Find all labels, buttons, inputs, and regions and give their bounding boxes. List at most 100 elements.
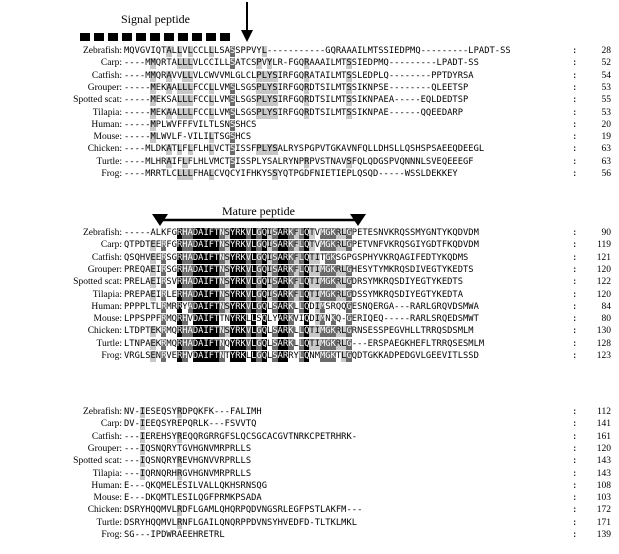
species-label: Frog: xyxy=(101,351,122,361)
residue-count: 120 xyxy=(596,443,611,454)
residue-count: 128 xyxy=(596,338,611,349)
residue-count: 120 xyxy=(596,264,611,275)
separator: : xyxy=(572,493,578,504)
species-label: Mouse: xyxy=(93,132,123,143)
species-label: Grouper: xyxy=(87,82,122,93)
residue-count: 63 xyxy=(601,144,612,155)
species-label: Human: xyxy=(91,119,122,130)
residue-count: 161 xyxy=(596,431,611,442)
residue-count: 56 xyxy=(601,169,612,179)
sequence-row: QSQHVEERSGRHADAIFTNSYRKVLGQISARKFLQTITGK… xyxy=(124,252,469,264)
residue-count: 143 xyxy=(596,456,611,467)
separator: : xyxy=(572,419,578,430)
sequence-row: ---IQRNQRHRGVHGNVMRPRLLS xyxy=(124,468,252,480)
separator: : xyxy=(572,530,578,540)
separator: : xyxy=(572,264,578,275)
residue-count: 54 xyxy=(601,70,612,81)
sequence-row: SG---IPDWRAEEHRETRL xyxy=(124,530,225,540)
separator: : xyxy=(572,144,578,155)
separator: : xyxy=(572,407,578,417)
separator: : xyxy=(572,517,578,528)
separator: : xyxy=(572,301,578,312)
species-label: Turtle: xyxy=(96,156,122,167)
sequence-row: -----MEKAALLLFCCLLVMSLSGSPLYSIRFGQRDTSIL… xyxy=(124,107,463,119)
species-label: Human: xyxy=(91,301,122,312)
separator: : xyxy=(572,351,578,361)
separator: : xyxy=(572,277,578,288)
sequence-row: LPPSPPFRMQRHVDAIFTTNYRKLLSQLYARKVIQDIMNK… xyxy=(124,314,479,326)
separator: : xyxy=(572,107,578,118)
residue-count: 139 xyxy=(596,530,611,540)
cleavage-site-arrow xyxy=(241,2,253,42)
species-label: Catfish: xyxy=(91,431,122,442)
sequence-row: QTPDTEERFGRHADAIFTNSYRKVLGQISARKFLQTVMGK… xyxy=(124,240,479,252)
sequence-row: E---DKQMTLESILQGFPRMKPSADA xyxy=(124,493,262,504)
residue-count: 53 xyxy=(601,82,612,93)
species-label: Mouse: xyxy=(93,314,123,325)
sequence-row: VRGLSENRVERHVDAIFTNTYRKLLGQLSARRYLQNMMGK… xyxy=(124,351,479,362)
residue-count: 28 xyxy=(601,46,612,56)
residue-count: 52 xyxy=(601,58,612,69)
residue-count: 19 xyxy=(601,132,612,143)
species-label: Zebrafish: xyxy=(82,407,122,417)
residue-count: 130 xyxy=(596,326,611,337)
separator: : xyxy=(572,326,578,337)
sequence-row: DSRYHQQMVLRDFLGAMLQHQRPQDVNGSRLEGFPSTLAK… xyxy=(124,505,363,517)
residue-count: 119 xyxy=(597,240,611,251)
residue-count: 120 xyxy=(596,289,611,300)
species-label: Catfish: xyxy=(91,252,122,263)
species-label: Carp: xyxy=(100,419,122,430)
residue-count: 141 xyxy=(596,419,611,430)
separator: : xyxy=(572,70,578,81)
sequence-row: E---QKQMELESILVALLQKHSRNSQG xyxy=(124,480,267,491)
sequence-row: -----MEKSALLLFCCLLVMSLSGSPLYSIRFGQRDTSIL… xyxy=(124,95,469,107)
separator: : xyxy=(572,505,578,516)
residue-count: 103 xyxy=(596,493,611,504)
signal-peptide-label: Signal peptide xyxy=(121,12,190,26)
separator: : xyxy=(572,82,578,93)
sequence-row: ---IQSNQRYREVHGNVVRPRLLS xyxy=(124,456,252,468)
residue-count: 172 xyxy=(596,505,611,516)
separator: : xyxy=(572,443,578,454)
sequence-row: PREQAEIRSGRHADAIFTNSYRKVLGQISARKFLQTIMGK… xyxy=(124,264,474,276)
sequence-row: LTDPTEKRMQRHADAIFTNSYRKVLGQLSARKLLQTIMGK… xyxy=(124,326,474,338)
separator: : xyxy=(572,289,578,300)
mature-peptide-label: Mature peptide xyxy=(222,204,295,218)
sequence-row: ----MMQRTALLLVLCCILLSATCSPVYLR-FGQRAAAIL… xyxy=(124,58,479,70)
species-label: Catfish: xyxy=(91,70,122,81)
separator: : xyxy=(572,58,578,69)
mature-peptide-bracket xyxy=(152,214,366,226)
residue-count: 108 xyxy=(596,480,611,491)
sequence-row: MQVGVIQTALLVLCCLLLSASSPPVYL-----------GQ… xyxy=(124,46,511,57)
separator: : xyxy=(572,456,578,467)
species-label: Chicken: xyxy=(87,144,122,155)
residue-count: 55 xyxy=(601,95,612,106)
species-label: Turtle: xyxy=(96,517,122,528)
separator: : xyxy=(572,46,578,56)
species-label: Chicken: xyxy=(87,326,122,337)
separator: : xyxy=(572,228,578,238)
sequence-row: PPPPLTLRMRRYADAIFTNSYRKVLGQLSARKLLQDIMSR… xyxy=(124,301,479,313)
separator: : xyxy=(572,480,578,491)
sequence-row: NV-IESEQSYRDPQKFK---FALIMH xyxy=(124,407,262,418)
separator: : xyxy=(572,95,578,106)
sequence-row: ----MLDKATLFLFLHLVCTSISSFPLYSALRYSPGPVTG… xyxy=(124,144,485,156)
sequence-row: DV-IEEQSYREPQRLK---FSVVTQ xyxy=(124,419,257,431)
species-label: Grouper: xyxy=(87,443,122,454)
sequence-row: -----ALKFGRHADAIFTNSYRKVLGQISARKFLQTVMGK… xyxy=(124,228,479,239)
residue-count: 143 xyxy=(596,468,611,479)
sequence-row: -----MLWVLF-VILILTSGSHCS xyxy=(124,132,252,144)
sequence-row: ----MLHRAIFLFLHLVMCTSISSPLYSALRYNPRPVSTN… xyxy=(124,156,474,168)
sequence-row: PREPAEIRLERHADAIFTNSYRKVLGQISARKFLQTIMGK… xyxy=(124,289,463,301)
sequence-row: ---IQSNQRYTGVHGNVMRPRLLS xyxy=(124,443,252,455)
residue-count: 53 xyxy=(601,107,612,118)
species-label: Grouper: xyxy=(87,264,122,275)
species-label: Tilapia: xyxy=(92,107,122,118)
residue-count: 112 xyxy=(597,407,611,417)
separator: : xyxy=(572,314,578,325)
separator: : xyxy=(572,240,578,251)
residue-count: 123 xyxy=(596,351,611,361)
separator: : xyxy=(572,468,578,479)
species-label: Tilapia: xyxy=(92,468,122,479)
